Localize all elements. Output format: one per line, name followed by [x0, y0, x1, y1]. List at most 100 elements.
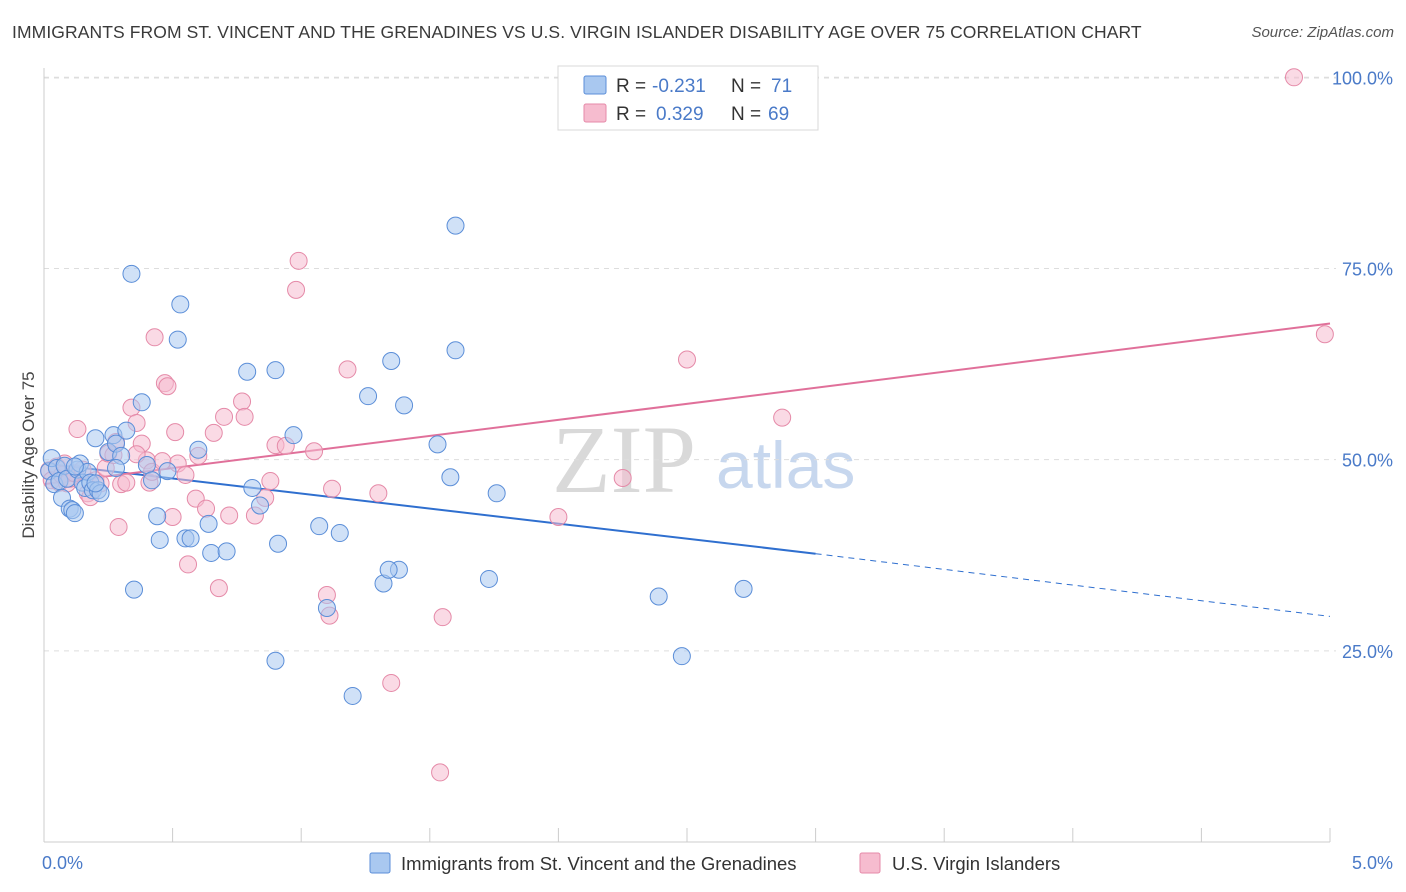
data-point-blue	[150, 530, 169, 549]
x-tick-label: 5.0%	[1352, 853, 1393, 873]
bottom-legend-label-blue: Immigrants from St. Vincent and the Gren…	[401, 853, 797, 874]
data-point-pink	[197, 499, 216, 518]
legend-r-value-blue: -0.231	[652, 76, 706, 97]
bottom-legend: Immigrants from St. Vincent and the Gren…	[369, 852, 1060, 874]
bottom-legend-swatch-blue	[369, 852, 391, 874]
data-point-blue	[266, 361, 285, 380]
data-point-blue	[86, 429, 105, 448]
data-point-pink	[678, 350, 696, 369]
data-point-pink	[382, 673, 401, 692]
data-point-blue	[284, 426, 303, 445]
data-point-pink	[338, 360, 357, 379]
data-point-blue	[441, 468, 460, 487]
chart-source: Source: ZipAtlas.com	[1251, 24, 1394, 41]
data-point-blue	[168, 330, 187, 349]
x-tick-label: 0.0%	[42, 853, 83, 873]
data-point-blue	[125, 580, 144, 599]
data-point-pink	[549, 508, 568, 526]
data-point-pink	[431, 763, 450, 782]
data-point-blue	[428, 435, 447, 454]
tick-labels: 25.0% 50.0% 75.0% 100.0% 0.0% 5.0%	[42, 68, 1393, 873]
data-point-blue	[117, 421, 136, 440]
data-point-pink	[117, 473, 136, 492]
data-point-pink	[220, 506, 239, 525]
data-point-pink	[433, 608, 452, 627]
chart-title: IMMIGRANTS FROM ST. VINCENT AND THE GREN…	[12, 22, 1142, 42]
data-point-blue	[158, 462, 177, 481]
legend-r-value-pink: 0.329	[656, 104, 704, 125]
data-point-blue	[446, 341, 465, 360]
bottom-legend-swatch-pink	[859, 852, 881, 874]
data-point-blue	[672, 647, 691, 666]
data-point-blue	[202, 543, 221, 562]
data-point-pink	[209, 579, 228, 598]
data-point-blue	[148, 507, 167, 526]
data-point-pink	[287, 280, 306, 299]
y-tick-label: 25.0%	[1342, 642, 1393, 662]
data-point-pink	[305, 442, 324, 461]
legend-n-value-blue: 71	[771, 76, 792, 97]
data-point-blue	[266, 651, 285, 670]
data-point-blue	[343, 686, 362, 705]
legend-r-label-pink: R =	[616, 104, 646, 125]
data-point-pink	[204, 423, 223, 442]
data-point-blue	[487, 484, 506, 503]
data-point-pink	[1315, 325, 1334, 344]
data-point-blue	[143, 471, 162, 490]
data-point-blue	[330, 524, 349, 543]
watermark-atlas: atlas	[716, 428, 855, 502]
y-tick-label: 75.0%	[1342, 259, 1393, 279]
data-point-pink	[145, 328, 164, 347]
data-point-pink	[109, 517, 128, 536]
legend-r-label-blue: R =	[616, 76, 646, 97]
data-point-pink	[176, 465, 195, 484]
data-point-blue	[382, 352, 401, 370]
data-point-pink	[163, 508, 182, 526]
data-point-blue	[269, 534, 288, 553]
data-point-blue	[649, 587, 668, 606]
data-point-pink	[215, 407, 234, 426]
data-point-blue	[734, 579, 753, 598]
data-point-blue	[251, 496, 270, 515]
data-point-blue	[86, 474, 105, 493]
data-point-blue	[238, 362, 257, 381]
data-point-blue	[199, 514, 218, 533]
data-point-blue	[310, 517, 329, 536]
data-point-pink	[179, 555, 198, 574]
data-point-blue	[181, 529, 200, 548]
data-point-blue	[317, 599, 336, 617]
y-axis-title: Disability Age Over 75	[19, 371, 38, 538]
data-point-pink	[613, 469, 632, 487]
data-point-pink	[166, 423, 185, 442]
data-point-pink	[773, 408, 792, 427]
data-point-pink	[369, 484, 388, 503]
data-point-blue	[395, 396, 414, 415]
legend-n-label-blue: N =	[731, 76, 761, 97]
data-point-blue	[132, 393, 151, 412]
data-point-blue	[359, 387, 378, 406]
trend-line-blue	[43, 462, 816, 555]
data-point-blue	[189, 440, 208, 459]
data-point-pink	[261, 472, 280, 491]
legend-n-value-pink: 69	[768, 104, 789, 125]
data-point-blue	[379, 560, 398, 579]
series-blue-points	[40, 216, 753, 705]
data-point-blue	[137, 456, 156, 474]
data-point-blue	[217, 542, 236, 561]
bottom-legend-label-pink: U.S. Virgin Islanders	[892, 853, 1060, 874]
data-point-pink	[323, 479, 342, 498]
data-point-pink	[1284, 68, 1303, 87]
data-point-pink	[68, 420, 87, 439]
data-point-blue	[243, 478, 262, 497]
data-point-blue	[65, 504, 84, 523]
data-point-pink	[233, 392, 252, 411]
y-tick-label: 100.0%	[1332, 68, 1393, 88]
data-point-pink	[289, 251, 308, 270]
data-point-pink	[235, 407, 254, 426]
data-point-blue	[122, 264, 141, 283]
data-point-blue	[107, 459, 126, 478]
legend-swatch-pink	[583, 103, 607, 123]
legend: R = -0.231 N = 71 R = 0.329 N = 69	[557, 65, 819, 131]
data-point-blue	[171, 295, 190, 314]
